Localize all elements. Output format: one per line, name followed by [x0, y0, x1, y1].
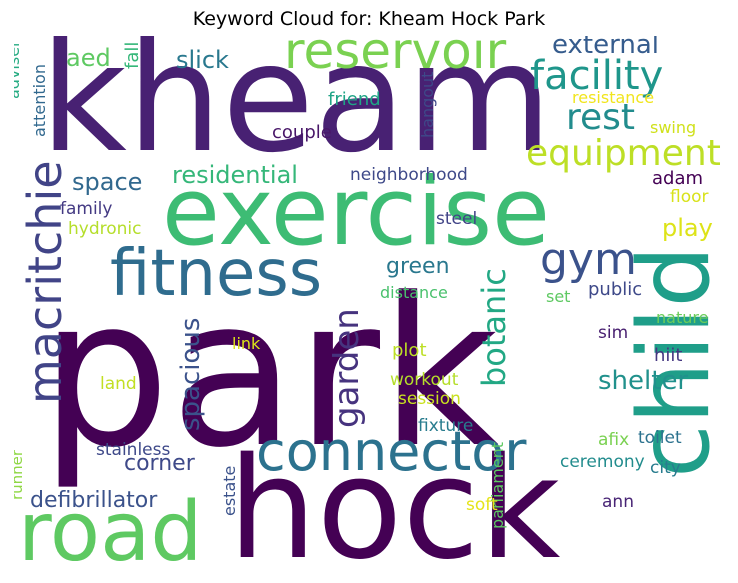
word-ann: ann [602, 492, 634, 512]
word-macritchie: macritchie [18, 160, 72, 404]
word-friend: friend [328, 89, 381, 110]
word-botanic: botanic [475, 268, 513, 387]
word-steel: steel [436, 209, 478, 229]
word-aed: aed [66, 44, 111, 72]
word-runner: runner [14, 449, 26, 500]
word-kheam: kheam [40, 36, 553, 186]
word-spacious: spacious [176, 317, 206, 431]
word-external: external [552, 36, 659, 60]
word-green: green [386, 254, 450, 279]
word-reservoir: reservoir [284, 36, 507, 80]
word-adam: adam [652, 168, 704, 189]
word-attention: attention [30, 64, 49, 137]
word-hydronic: hydronic [68, 219, 142, 239]
word-swing: swing [650, 118, 697, 137]
word-space: space [72, 168, 143, 196]
word-facility: facility [530, 53, 664, 99]
word-equipment: equipment [526, 133, 721, 174]
word-rest: rest [566, 97, 636, 138]
word-defibrillator: defibrillator [30, 488, 158, 513]
word-workout: workout [390, 370, 459, 390]
word-stainless: stainless [96, 440, 171, 460]
word-hangout: hangout [418, 71, 437, 138]
word-nature: nature [656, 308, 709, 327]
word-afix: afix [598, 430, 630, 450]
word-sim: sim [598, 323, 629, 343]
word-estate: estate [220, 465, 239, 516]
word-resistance: resistance [572, 88, 655, 107]
word-plot: plot [392, 340, 427, 361]
word-shelter: shelter [598, 366, 689, 396]
word-link: link [232, 334, 261, 353]
word-parliament: parliament [488, 441, 507, 529]
word-couple: couple [272, 122, 332, 143]
word-floor: floor [670, 187, 709, 207]
word-hock: hock [228, 428, 561, 571]
word-toilet: toilet [638, 428, 682, 448]
word-adviser: adviser [14, 40, 23, 99]
word-corner: corner [124, 451, 195, 476]
word-distance: distance [380, 283, 448, 302]
word-road: road [18, 485, 203, 571]
word-neighborhood: neighborhood [350, 165, 468, 185]
word-play: play [662, 214, 713, 242]
word-fall: fall [122, 41, 143, 69]
word-fixture: fixture [418, 416, 474, 436]
word-public: public [588, 279, 643, 300]
word-family: family [60, 199, 113, 219]
word-fitness: fitness [110, 237, 323, 311]
chart-title: Keyword Cloud for: Kheam Hock Park [192, 8, 546, 30]
word-garden: garden [327, 308, 367, 428]
word-session: session [398, 389, 461, 409]
word-exercise: exercise [162, 158, 550, 267]
word-gym: gym [540, 234, 637, 285]
word-soft: soft [466, 495, 498, 515]
word-set: set [546, 287, 571, 306]
word-city: city [650, 458, 681, 478]
word-cloud: park hock kheam exercise child road fitness con… [14, 36, 726, 570]
word-residential: residential [172, 161, 298, 189]
word-connector: connector [256, 420, 527, 483]
word-hiit: hiit [654, 345, 683, 366]
word-slick: slick [176, 46, 229, 74]
word-park: park [40, 255, 499, 493]
word-land: land [100, 374, 137, 394]
word-ceremony: ceremony [560, 452, 645, 472]
